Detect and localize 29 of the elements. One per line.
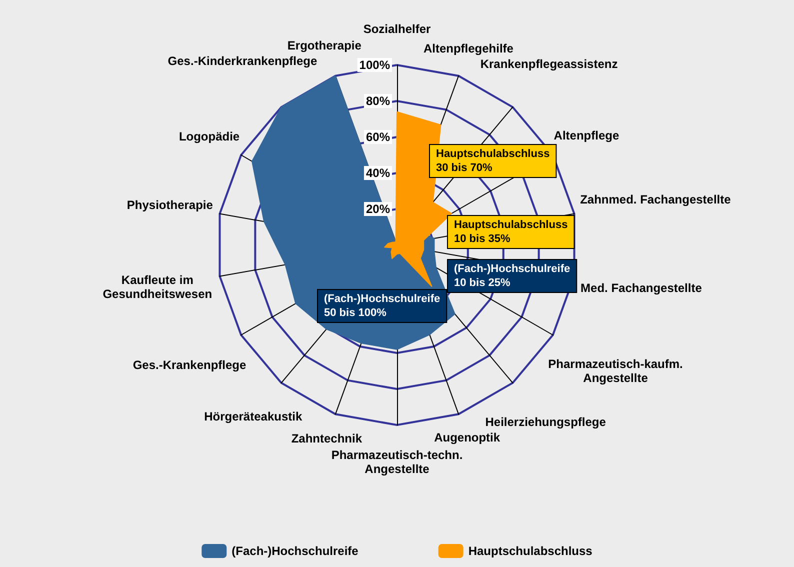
spoke-label: Kaufleute im Gesundheitswesen — [102, 273, 212, 302]
spoke-label: Logopädie — [178, 130, 240, 144]
text: Hauptschulabschluss 10 bis 35% — [454, 219, 568, 245]
y-tick-label: 100% — [359, 58, 390, 72]
spoke-label: Ergotherapie — [287, 38, 362, 53]
y-tick-label: 20% — [366, 202, 390, 216]
y-tick-label: 80% — [366, 94, 390, 108]
spoke-label: Sozialhelfer — [363, 22, 432, 36]
spoke-label: Heilerziehungspflege — [485, 415, 606, 430]
text: (Fach-)Hochschulreife 50 bis 100% — [324, 293, 440, 319]
spoke-label: Ges.-Kinderkrankenpflege — [168, 54, 318, 68]
spoke-label: Pharmazeutisch-kaufm. Angestellte — [548, 357, 683, 386]
spoke-label: Hörgeräteakustik — [204, 409, 302, 424]
text: (Fach-)Hochschulreife 10 bis 25% — [454, 263, 570, 289]
spoke-label: Ges.-Krankenpflege — [132, 358, 247, 372]
spoke-label: Pharmazeutisch-techn. Angestellte — [331, 448, 463, 476]
spoke-label: Physiotherapie — [126, 198, 214, 212]
spoke-label: Med. Fachangestellte — [580, 281, 702, 296]
legend-label: Hauptschulabschluss — [468, 544, 593, 558]
spoke-label: Altenpflege — [554, 128, 620, 143]
y-tick-label: 60% — [366, 130, 390, 144]
text: Hauptschulabschluss 30 bis 70% — [436, 148, 550, 174]
spoke-label: Zahnmed. Fachangestellte — [580, 192, 732, 206]
spoke-label: Augenoptik — [434, 430, 500, 445]
spoke-label: Altenpflegehilfe — [423, 42, 514, 56]
spoke-label: Zahntechnik — [291, 431, 362, 446]
legend-label: (Fach-)Hochschulreife — [232, 544, 359, 558]
y-tick-label: 40% — [366, 166, 390, 180]
spoke-label: Krankenpflegeassistenz — [480, 56, 618, 71]
